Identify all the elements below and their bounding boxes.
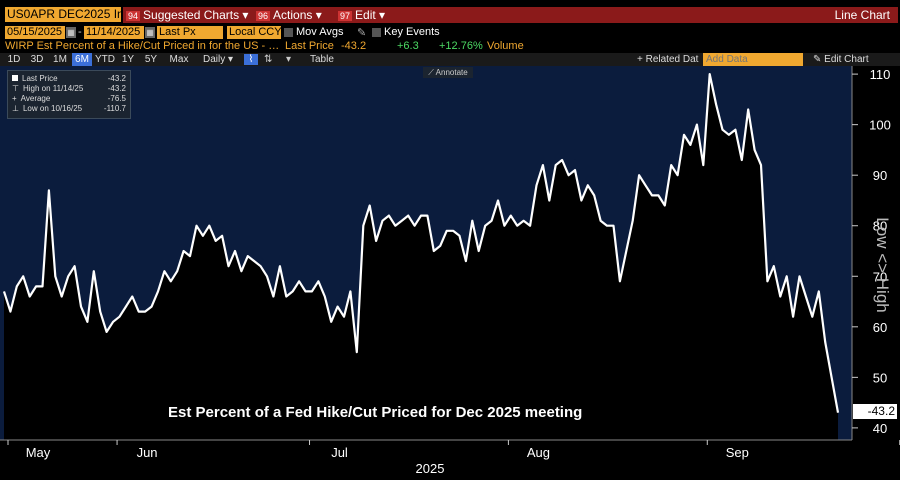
pencil-icon[interactable]: ✎: [357, 27, 367, 39]
x-year-label: 2025: [416, 461, 445, 476]
edit-chart-label: Edit Chart: [824, 54, 869, 65]
volume-label: Volume: [487, 40, 524, 52]
ticker-field[interactable]: US0APR DEC2025 In: [5, 7, 121, 22]
key-events-label: Key Events: [384, 26, 440, 38]
calendar-icon[interactable]: ▦: [145, 27, 155, 38]
chevron-down-icon: ▾: [228, 54, 234, 65]
end-date-field[interactable]: 11/14/2025: [84, 26, 144, 39]
period-button-max[interactable]: Max: [169, 54, 189, 65]
legend-value: -76.5: [107, 94, 126, 103]
x-tick-label: May: [26, 445, 51, 460]
key-events-checkbox[interactable]: [372, 28, 381, 37]
edit-chart-button[interactable]: ✎ Edit Chart: [813, 53, 869, 66]
y-tick-label: 100: [869, 118, 891, 133]
x-tick-label: Jun: [137, 445, 158, 460]
pencil-icon: ✎: [813, 54, 822, 65]
currency-selector[interactable]: Local CCY: [227, 26, 281, 39]
bar-chart-icon[interactable]: ⇅: [264, 54, 273, 65]
security-line: WIRP Est Percent of a Hike/Cut Priced in…: [0, 40, 900, 53]
frequency-selector[interactable]: Daily ▾: [203, 53, 233, 66]
square-icon: [12, 75, 18, 81]
period-bar: 1D 3D 1M 6M YTD 1Y 5Y Max Daily ▾ ⌇ ⇅ ▾ Table +…: [0, 53, 900, 66]
chart-title: Est Percent of a Fed Hike/Cut Priced for…: [168, 404, 583, 421]
legend-last-price: Last Price: [12, 74, 58, 83]
high-marker-icon: ⊤: [12, 84, 19, 93]
period-button-3d[interactable]: 3D: [30, 54, 44, 65]
legend-value: -43.2: [107, 84, 126, 93]
frequency-label: Daily: [203, 54, 226, 65]
change-pct-value: +12.76%: [439, 40, 483, 52]
chevron-down-icon[interactable]: ▾: [286, 54, 292, 65]
period-button-1d[interactable]: 1D: [7, 54, 21, 65]
change-value: +6.3: [397, 40, 419, 52]
range-separator: -: [78, 26, 82, 38]
y-tick-label: 50: [873, 370, 887, 385]
actions-menu[interactable]: 96 Actions ▾: [256, 7, 322, 23]
table-button[interactable]: Table: [310, 54, 334, 65]
legend-label: High on 11/14/25: [22, 84, 84, 93]
range-bar: 05/15/2025 ▦ - 11/14/2025 ▦ Last Px Loca…: [0, 26, 900, 40]
line-chart-icon[interactable]: ⌇: [244, 54, 258, 65]
low-high-side-label: Low <> High: [873, 217, 892, 312]
menu-number: 94: [126, 11, 141, 21]
x-tick-label: Aug: [527, 445, 550, 460]
add-data-input[interactable]: [703, 53, 803, 66]
edit-label: Edit: [355, 8, 376, 22]
area-fill: [4, 74, 838, 440]
legend-value: -43.2: [107, 74, 126, 83]
menu-number: 97: [338, 11, 353, 21]
chevron-down-icon: ▾: [242, 8, 249, 22]
legend-label: Last Price: [22, 74, 58, 83]
low-marker-icon: ⊥: [12, 104, 19, 113]
mov-avgs-label: Mov Avgs: [296, 26, 344, 38]
last-price-label: Last Price: [285, 40, 334, 52]
average-marker-icon: +: [12, 94, 17, 103]
chevron-down-icon: ▾: [379, 8, 386, 22]
annotate-button[interactable]: ⟋ Annotate: [423, 67, 473, 78]
actions-label: Actions: [273, 8, 313, 22]
suggested-charts-label: Suggested Charts: [143, 8, 240, 22]
legend-average: + Average: [12, 94, 50, 103]
period-button-6m[interactable]: 6M: [72, 53, 92, 66]
side-label-text: Low <> High: [873, 217, 892, 312]
annotate-label: Annotate: [435, 68, 468, 77]
period-button-1y[interactable]: 1Y: [121, 54, 135, 65]
chart-type-label[interactable]: Line Chart: [834, 8, 890, 22]
edit-menu[interactable]: 97 Edit ▾: [338, 7, 385, 23]
period-button-1m[interactable]: 1M: [53, 54, 67, 65]
legend-low: ⊥ Low on 10/16/25: [12, 104, 82, 113]
security-name: WIRP Est Percent of a Hike/Cut Priced in…: [5, 40, 280, 52]
menu-number: 96: [256, 11, 271, 21]
related-data-button[interactable]: + Related Dat: [637, 54, 699, 65]
y-tick-label: 80: [873, 219, 887, 234]
legend-label: Low on 10/16/25: [22, 104, 83, 113]
period-button-5y[interactable]: 5Y: [144, 54, 158, 65]
menu-bar: 94 Suggested Charts ▾ 96 Actions ▾ 97 Edit …: [123, 7, 898, 23]
last-price-value: -43.2: [341, 40, 367, 52]
series-line: [2, 73, 840, 413]
last-value-tag: -43.2: [853, 404, 897, 419]
start-date-field[interactable]: 05/15/2025: [5, 26, 65, 39]
y-tick-label: 70: [873, 269, 887, 284]
chevron-down-icon: ▾: [315, 8, 322, 22]
mov-avgs-checkbox[interactable]: [284, 28, 293, 37]
x-tick-label: Jul: [331, 445, 348, 460]
y-tick-label: 60: [873, 320, 887, 335]
legend-high: ⊤ High on 11/14/25: [12, 84, 83, 93]
x-tick-label: Sep: [726, 445, 749, 460]
legend-box: Last Price -43.2 ⊤ High on 11/14/25 -43.2…: [7, 70, 131, 119]
period-button-ytd[interactable]: YTD: [95, 54, 115, 65]
suggested-charts-menu[interactable]: 94 Suggested Charts ▾: [126, 7, 248, 23]
legend-value: -110.7: [103, 104, 126, 113]
y-tick-label: 110: [870, 67, 891, 82]
top-toolbar: US0APR DEC2025 In 94 Suggested Charts ▾ 9…: [0, 0, 900, 24]
pencil-icon: ⟋: [428, 68, 434, 77]
y-tick-label: 90: [873, 168, 887, 183]
legend-label: Average: [20, 94, 51, 103]
field-selector[interactable]: Last Px: [157, 26, 223, 39]
y-tick-label: 40: [873, 421, 887, 436]
calendar-icon[interactable]: ▦: [66, 27, 76, 38]
